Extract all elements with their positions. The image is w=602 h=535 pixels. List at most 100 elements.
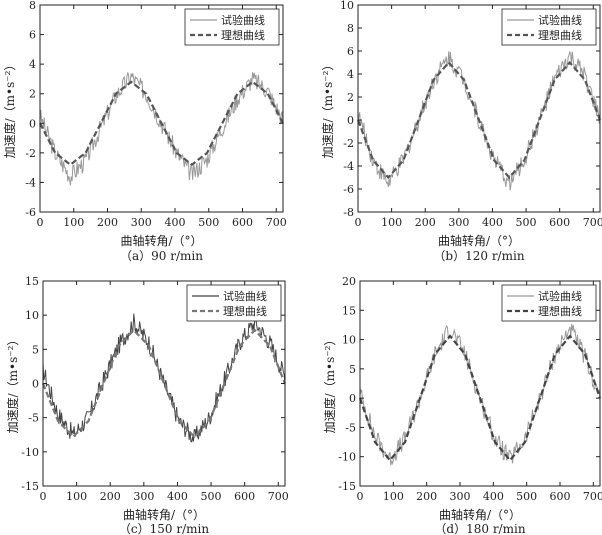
series-line-1 [42, 313, 286, 443]
chart-panel-1: 0 100 200 300 400 500 600 700 -6 -4 -2 0 2 4 6 8 曲轴转角/（°… [2, 0, 287, 263]
y-tick-label: -15 [21, 480, 39, 493]
plot-frame [39, 4, 284, 213]
y-tick-label: 8 [29, 0, 36, 12]
y-tick-label: 2 [29, 88, 36, 101]
y-tick-label: -15 [338, 480, 356, 493]
legend-entry: 试验曲线 [538, 13, 582, 27]
y-tick-label: 15 [25, 275, 39, 288]
x-tick-label: 600 [549, 216, 570, 229]
y-axis-label: 加速度/（m•s⁻²） [2, 59, 17, 159]
y-tick-label: 0 [347, 114, 354, 127]
y-axis-label: 加速度/（m•s⁻²） [320, 59, 335, 159]
x-tick-label: 100 [383, 490, 404, 503]
y-tick-label: 15 [342, 304, 356, 317]
x-tick-label: 700 [583, 490, 602, 503]
y-tick-label: 6 [29, 29, 36, 42]
x-tick-label: 700 [268, 490, 289, 503]
x-tick-label: 300 [133, 490, 154, 503]
y-tick-label: -8 [343, 206, 354, 219]
x-axis-label: 曲轴转角/（°） [123, 507, 205, 522]
x-tick-label: 600 [550, 490, 571, 503]
y-tick-label: 5 [32, 343, 39, 356]
x-tick-label: 100 [66, 490, 87, 503]
legend-entry: 试验曲线 [538, 289, 582, 303]
y-tick-label: 0 [32, 378, 39, 391]
legend-box [501, 8, 597, 46]
y-axis-label: 加速度/（m•s⁻²） [5, 334, 20, 434]
y-tick-label: -10 [21, 446, 39, 459]
y-tick-label: 2 [347, 91, 354, 104]
legend-box [501, 284, 597, 322]
x-tick-label: 300 [450, 490, 471, 503]
x-tick-label: 400 [482, 216, 503, 229]
series-line-2 [356, 60, 602, 180]
plot-frame [357, 4, 601, 213]
y-tick-label: 10 [25, 309, 39, 322]
x-tick-label: 0 [40, 490, 47, 503]
y-tick-label: -4 [343, 160, 354, 173]
y-tick-label: 10 [342, 334, 356, 347]
subfigure-caption: （d）180 r/min [434, 522, 525, 535]
subfigure-caption: （b）120 r/min [433, 249, 524, 263]
legend-entry: 试验曲线 [223, 289, 267, 303]
x-tick-label: 200 [97, 216, 118, 229]
y-tick-label: -5 [345, 421, 356, 434]
y-tick-label: 10 [340, 0, 354, 12]
y-tick-label: 4 [347, 68, 354, 81]
legend-entry: 理想曲线 [538, 28, 582, 42]
y-tick-label: -6 [343, 183, 354, 196]
legend-entry: 理想曲线 [223, 304, 267, 318]
x-axis-label: 曲轴转角/（°） [439, 507, 521, 522]
x-tick-label: 300 [448, 216, 469, 229]
x-tick-label: 600 [234, 490, 255, 503]
legend-entry: 试验曲线 [221, 13, 265, 27]
plot-frame [359, 280, 601, 487]
x-tick-label: 400 [483, 490, 504, 503]
y-tick-label: 6 [347, 45, 354, 58]
x-tick-label: 200 [416, 490, 437, 503]
series-line-1 [359, 323, 601, 466]
y-tick-label: -5 [28, 412, 39, 425]
y-tick-label: 0 [29, 117, 36, 130]
subfigure-caption: （c）150 r/min [119, 522, 209, 535]
y-tick-label: -10 [338, 451, 356, 464]
x-tick-label: 0 [37, 216, 44, 229]
x-axis-label: 曲轴转角/（°） [438, 233, 520, 248]
chart-panel-2: 0 100 200 300 400 500 600 700 -8 -6 -4 -2 0 2 4 6 8 10 曲轴转… [320, 0, 602, 263]
y-tick-label: -2 [343, 137, 354, 150]
x-tick-label: 0 [357, 490, 364, 503]
x-tick-label: 400 [167, 490, 188, 503]
x-tick-label: 600 [232, 216, 253, 229]
chart-panel-3: 0 100 200 300 400 500 600 700 -15 -10 -5 0 5 10 15 曲轴转角… [5, 275, 289, 535]
x-tick-label: 400 [165, 216, 186, 229]
series-line-1 [39, 72, 284, 186]
x-tick-label: 500 [201, 490, 222, 503]
legend-entry: 理想曲线 [221, 28, 265, 42]
y-tick-label: -2 [25, 147, 36, 160]
legend-entry: 理想曲线 [538, 304, 582, 318]
x-tick-label: 500 [516, 490, 537, 503]
series-line-2 [39, 80, 284, 167]
x-tick-label: 300 [131, 216, 152, 229]
legend-box [186, 284, 282, 322]
x-tick-label: 500 [198, 216, 219, 229]
chart-panel-4: 0 100 200 300 400 500 600 700 -15 -10 -5 0 5 10 15 20 曲轴… [322, 275, 602, 535]
y-tick-label: 0 [349, 392, 356, 405]
y-tick-label: 5 [349, 363, 356, 376]
x-tick-label: 100 [63, 216, 84, 229]
series-line-2 [358, 334, 602, 462]
x-tick-label: 0 [355, 216, 362, 229]
x-tick-label: 200 [415, 216, 436, 229]
x-tick-label: 700 [266, 216, 287, 229]
y-tick-label: 4 [29, 58, 36, 71]
x-axis-label: 曲轴转角/（°） [120, 233, 202, 248]
y-tick-label: -6 [25, 206, 36, 219]
x-tick-label: 100 [381, 216, 402, 229]
legend-box [184, 8, 280, 46]
series-line-2 [41, 328, 287, 439]
subfigure-caption: （a）90 r/min [120, 249, 203, 263]
